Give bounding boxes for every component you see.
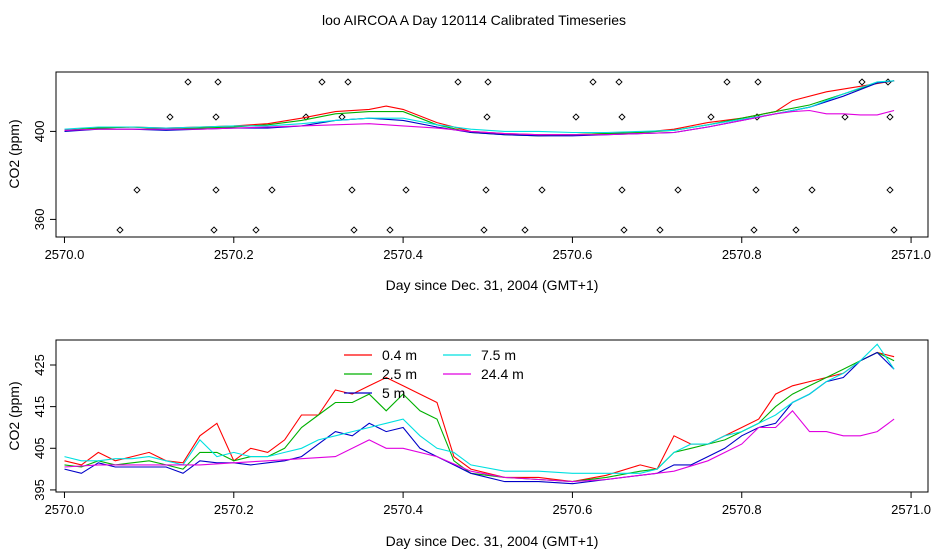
diamond-marker: [841, 113, 849, 121]
series-line-3: [64, 80, 895, 134]
diamond-marker: [707, 113, 715, 121]
legend-label: 5 m: [382, 385, 405, 401]
top-y-axis-label: CO2 (ppm): [6, 119, 22, 188]
diamond-marker: [212, 113, 220, 121]
bottom-series: [64, 343, 895, 485]
diamond-marker: [615, 78, 623, 86]
diamond-marker: [792, 226, 800, 234]
diamond-marker: [572, 113, 580, 121]
x-tick-label: 2571.0: [891, 247, 931, 262]
x-tick-label: 2570.8: [722, 247, 762, 262]
diamond-marker: [252, 226, 260, 234]
figure-title: loo AIRCOA A Day 120114 Calibrated Times…: [322, 12, 626, 28]
diamond-marker: [210, 226, 218, 234]
diamond-marker: [212, 186, 220, 194]
series-line-4: [64, 109, 895, 136]
diamond-marker: [890, 226, 898, 234]
x-tick-label: 2570.4: [383, 247, 423, 262]
diamond-marker: [133, 186, 141, 194]
x-tick-label: 2570.6: [553, 502, 593, 517]
diamond-marker: [348, 186, 356, 194]
top-markers: [116, 78, 898, 234]
diamond-marker: [480, 226, 488, 234]
diamond-marker: [618, 186, 626, 194]
bottom-y-ticks: 395 405 415 425: [32, 354, 56, 501]
top-plot-frame: [55, 71, 929, 238]
y-tick-label: 425: [32, 354, 47, 376]
bottom-panel: 2570.0 2570.2 2570.4 2570.6 2570.8 2571.0 395…: [6, 339, 931, 549]
diamond-marker: [338, 113, 346, 121]
diamond-marker: [808, 186, 816, 194]
y-tick-label: 360: [32, 209, 47, 231]
diamond-marker: [858, 78, 866, 86]
series-line-4: [64, 409, 895, 483]
diamond-marker: [886, 113, 894, 121]
y-tick-label: 400: [32, 121, 47, 143]
diamond-marker: [402, 186, 410, 194]
diamond-marker: [184, 78, 192, 86]
diamond-marker: [723, 78, 731, 86]
series-line-0: [64, 351, 895, 483]
bottom-plot-frame: [55, 339, 929, 493]
x-tick-label: 2570.0: [45, 247, 85, 262]
x-tick-label: 2571.0: [891, 502, 931, 517]
x-tick-label: 2570.2: [214, 247, 254, 262]
bottom-x-axis-label: Day since Dec. 31, 2004 (GMT+1): [386, 533, 599, 549]
diamond-marker: [538, 186, 546, 194]
diamond-marker: [483, 113, 491, 121]
diamond-marker: [166, 113, 174, 121]
legend-label: 7.5 m: [481, 347, 516, 363]
legend: 0.4 m 2.5 m 5 m 7.5 m 24.4 m: [344, 347, 524, 401]
bottom-y-axis-label: CO2 (ppm): [6, 381, 22, 450]
diamond-marker: [886, 186, 894, 194]
diamond-marker: [752, 186, 760, 194]
diamond-marker: [386, 226, 394, 234]
diamond-marker: [116, 226, 124, 234]
diamond-marker: [618, 113, 626, 121]
diamond-marker: [750, 226, 758, 234]
y-tick-label: 395: [32, 479, 47, 501]
diamond-marker: [454, 78, 462, 86]
x-tick-label: 2570.8: [722, 502, 762, 517]
x-tick-label: 2570.2: [214, 502, 254, 517]
top-panel: 2570.0 2570.2 2570.4 2570.6 2570.8 2571.0 360…: [6, 71, 931, 293]
diamond-marker: [674, 186, 682, 194]
diamond-marker: [318, 78, 326, 86]
top-x-ticks: 2570.0 2570.2 2570.4 2570.6 2570.8 2571.0: [45, 237, 931, 262]
top-series: [64, 80, 895, 137]
series-line-1: [64, 351, 895, 483]
diamond-marker: [589, 78, 597, 86]
diamond-marker: [482, 186, 490, 194]
diamond-marker: [521, 226, 529, 234]
diamond-marker: [656, 226, 664, 234]
diamond-marker: [350, 226, 358, 234]
diamond-marker: [268, 186, 276, 194]
legend-label: 2.5 m: [382, 366, 417, 382]
diamond-marker: [214, 78, 222, 86]
diamond-marker: [484, 78, 492, 86]
x-tick-label: 2570.6: [553, 247, 593, 262]
x-tick-label: 2570.0: [45, 502, 85, 517]
legend-label: 24.4 m: [481, 366, 524, 382]
diamond-marker: [344, 78, 352, 86]
top-y-ticks: 360 400: [32, 121, 56, 231]
legend-label: 0.4 m: [382, 347, 417, 363]
diamond-marker: [754, 78, 762, 86]
series-line-0: [64, 80, 895, 136]
diamond-marker: [620, 226, 628, 234]
y-tick-label: 405: [32, 437, 47, 459]
series-line-3: [64, 343, 895, 474]
bottom-x-ticks: 2570.0 2570.2 2570.4 2570.6 2570.8 2571.0: [45, 492, 931, 517]
top-x-axis-label: Day since Dec. 31, 2004 (GMT+1): [386, 277, 599, 293]
y-tick-label: 415: [32, 396, 47, 418]
x-tick-label: 2570.4: [383, 502, 423, 517]
